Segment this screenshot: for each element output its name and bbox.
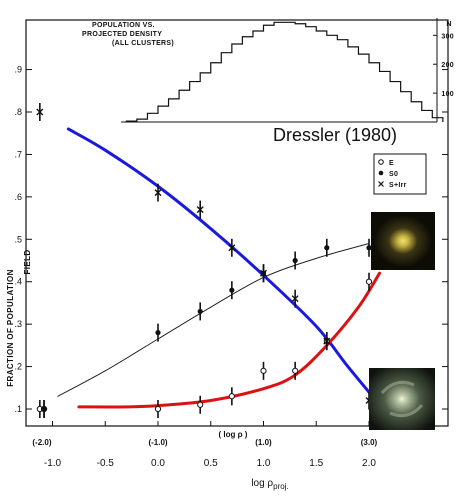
x-tick-label: 1.5 [309, 458, 323, 469]
fit-line-0 [57, 243, 370, 397]
histogram-ylabel: N [446, 21, 451, 28]
legend-label: S0 [389, 171, 398, 178]
cross-point [228, 244, 236, 252]
histogram-tick-label: 200 [441, 62, 454, 69]
y-axis-label: FRACTION OF POPULATION [6, 269, 15, 387]
elliptical-galaxy-image [371, 212, 435, 270]
x-axis-label-sub: proj. [273, 482, 289, 491]
plot-border [25, 19, 449, 427]
y-tick-label: .2 [14, 362, 22, 372]
legend: E S0 S+Irr [373, 153, 427, 195]
filled-circle-point [229, 287, 235, 293]
histogram-steps [125, 21, 444, 122]
fit-line-2 [77, 271, 382, 409]
x-axis-ticks: -1.0 -0.5 0.0 0.5 1.0 1.5 2.0 [44, 421, 376, 469]
open-circle-point [365, 278, 373, 285]
cross-point [196, 206, 204, 214]
citation-annotation: Dressler (1980) [273, 125, 397, 145]
y-tick-label: .8 [14, 107, 22, 117]
filled-circle-point [292, 257, 298, 264]
filled-circle-point [197, 308, 203, 315]
histogram-inset: 100 200 300 N POPULATION VS. PROJECTED DENSIT… [82, 18, 454, 123]
y-tick-label: .5 [14, 234, 22, 244]
cross-point [260, 269, 267, 277]
x-tick-label: -1.0 [44, 458, 62, 469]
inner-tick-label: (3.0) [361, 438, 378, 447]
histogram-title-line: (ALL CLUSTERS) [112, 40, 174, 47]
y-tick-label: .3 [14, 319, 22, 329]
open-circle-point [228, 393, 235, 400]
filled-circle-point [366, 245, 372, 251]
inner-tick-label: (-2.0) [32, 438, 51, 447]
galaxy-images [369, 212, 435, 430]
x-tick-label: 1.0 [257, 458, 271, 469]
cross-point [154, 189, 162, 197]
histogram-title-line: PROJECTED DENSITY [82, 31, 162, 38]
data-points [36, 103, 373, 418]
inner-tick-label: (-1.0) [148, 438, 167, 447]
y-tick-label: .9 [14, 65, 22, 75]
x-tick-label: 2.0 [362, 458, 376, 469]
main-plot-frame [25, 19, 449, 427]
y-tick-label: .6 [14, 192, 22, 202]
spiral-arms [380, 380, 424, 418]
y-tick-label: .4 [14, 277, 22, 287]
y-axis-ticks: .1 .2 .3 .4 .5 .6 .7 .8 .9 [14, 65, 448, 414]
histogram-title-line: POPULATION VS. [92, 22, 155, 29]
field-label: FIELD [23, 249, 32, 274]
cross-point [291, 295, 299, 303]
legend-label: E [389, 160, 394, 167]
x-axis-label-main: log ρ [251, 478, 273, 489]
open-circle-point [154, 405, 162, 413]
open-circle-point [197, 401, 204, 408]
spiral-galaxy-image [369, 368, 435, 430]
histogram-tick-label: 100 [441, 91, 454, 98]
cross-point [323, 337, 331, 345]
legend-marker-open-circle [378, 159, 384, 165]
legend-marker-cross [378, 181, 384, 187]
x-tick-label: -0.5 [97, 458, 115, 469]
legend-marker-filled-circle [378, 170, 384, 176]
x-tick-label: 0.0 [151, 458, 165, 469]
filled-circle-point [41, 406, 47, 412]
cross-point [36, 108, 44, 116]
x-axis-label: log ρproj. [251, 478, 288, 491]
open-circle-point [292, 367, 299, 374]
histogram-tick-label: 300 [441, 33, 454, 40]
inner-axis-ticks: (-2.0) (-1.0) (1.0) (3.0) [32, 438, 377, 447]
y-tick-label: .7 [14, 149, 22, 159]
x-tick-label: 0.5 [204, 458, 218, 469]
filled-circle-point [324, 245, 330, 251]
y-tick-label: .1 [14, 404, 22, 414]
open-circle-point [260, 367, 267, 374]
fit-lines [57, 127, 382, 409]
filled-circle-point [155, 330, 161, 336]
inner-axis-label: ( log ρ ) [219, 430, 248, 439]
legend-label: S+Irr [389, 182, 407, 189]
inner-tick-label: (1.0) [255, 438, 272, 447]
fit-line-1 [66, 127, 382, 407]
